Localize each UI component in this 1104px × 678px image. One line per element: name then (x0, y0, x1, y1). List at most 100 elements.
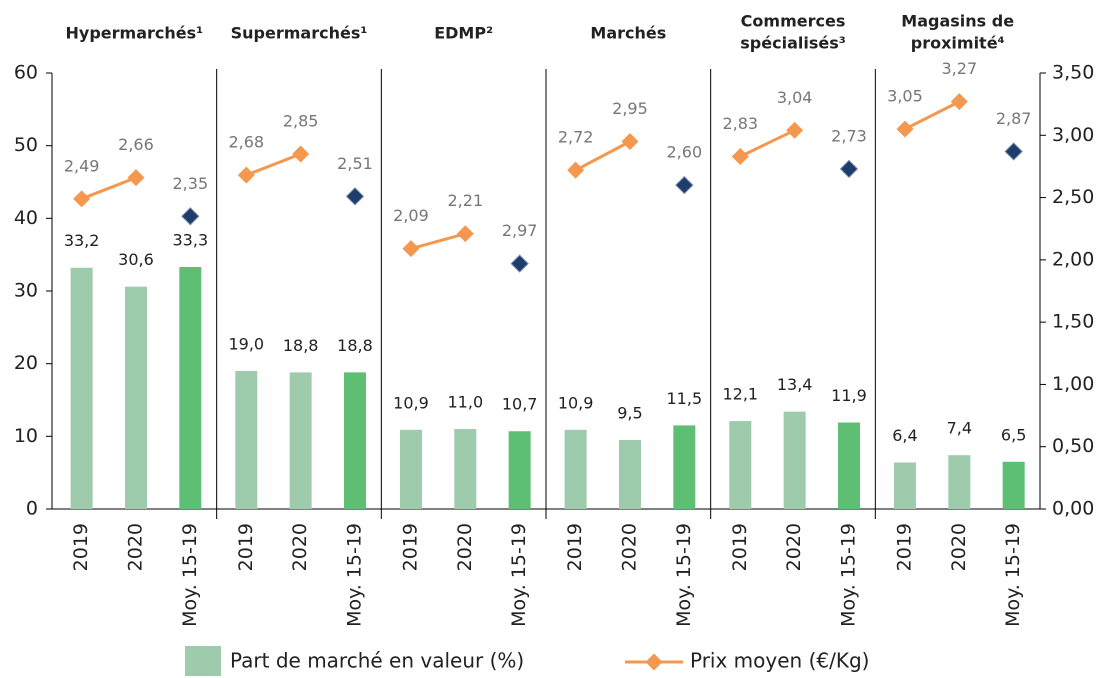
legend-label: Part de marché en valeur (%) (230, 649, 524, 673)
price-marker (950, 93, 968, 111)
legend-marker (645, 653, 663, 671)
group-title: Magasins de (901, 12, 1014, 31)
bar (618, 439, 641, 509)
price-label: 3,04 (777, 88, 813, 107)
legend-swatch (185, 646, 221, 676)
bar (948, 455, 971, 509)
x-tick-label: 2019 (564, 523, 586, 571)
price-line (81, 176, 137, 201)
bar (837, 422, 860, 509)
bar (399, 429, 422, 509)
x-tick-label: Moy. 15-19 (837, 523, 859, 627)
price-line (410, 232, 466, 251)
price-marker (786, 121, 804, 139)
legend-label: Prix moyen (€/Kg) (690, 649, 869, 673)
average-price-marker (1004, 142, 1023, 161)
price-line (904, 100, 960, 131)
y-tick-label: 60 (14, 62, 38, 84)
bar (179, 267, 202, 509)
bar (289, 372, 312, 509)
bar (454, 429, 477, 509)
price-marker (456, 225, 474, 243)
x-tick-label: Moy. 15-19 (1002, 523, 1024, 627)
x-tick-label: Moy. 15-19 (179, 523, 201, 627)
bar-label: 18,8 (337, 336, 373, 355)
group-title: Commerces (741, 12, 846, 31)
y-tick-label: 20 (14, 352, 38, 374)
bar-label: 33,3 (173, 231, 209, 250)
price-label: 2,87 (996, 109, 1032, 128)
y2-tick-label: 2,00 (1052, 248, 1094, 270)
price-label: 2,66 (118, 135, 154, 154)
bar (564, 429, 587, 509)
y-tick-label: 10 (14, 425, 38, 447)
price-label: 2,83 (722, 114, 758, 133)
price-marker (402, 240, 420, 258)
group-title: EDMP² (434, 24, 493, 43)
group-title: spécialisés³ (740, 34, 845, 53)
bar-label: 9,5 (617, 403, 642, 422)
price-label: 2,21 (448, 191, 484, 210)
bar (893, 462, 916, 509)
bar-label: 11,9 (831, 386, 867, 405)
bar (729, 421, 752, 509)
bar-label: 18,8 (283, 336, 319, 355)
price-label: 2,51 (337, 154, 373, 173)
price-label: 2,49 (64, 156, 100, 175)
bar-label: 10,7 (502, 395, 538, 414)
y2-tick-label: 1,50 (1052, 311, 1094, 333)
price-line (245, 152, 302, 177)
bar-label: 10,9 (393, 393, 429, 412)
price-label: 2,95 (612, 99, 648, 118)
y2-tick-label: 0,00 (1052, 498, 1094, 520)
bar-label: 19,0 (228, 334, 264, 353)
average-price-marker (345, 187, 365, 206)
price-label: 2,60 (667, 143, 703, 162)
x-tick-label: Moy. 15-19 (508, 523, 530, 627)
bar-label: 12,1 (722, 385, 758, 404)
y2-tick-label: 3,50 (1052, 62, 1094, 84)
price-label: 2,72 (558, 128, 594, 147)
price-marker (73, 190, 91, 208)
x-tick-label: Moy. 15-19 (673, 523, 695, 627)
average-price-marker (839, 159, 859, 179)
bar-label: 6,4 (892, 426, 917, 445)
x-tick-label: 2020 (289, 523, 311, 571)
bar-label: 6,5 (1001, 425, 1026, 444)
y-tick-label: 40 (14, 207, 38, 229)
price-label: 2,68 (228, 133, 264, 152)
bar-label: 33,2 (64, 231, 100, 250)
x-tick-label: 2019 (399, 523, 421, 571)
bar-label: 11,5 (667, 389, 703, 408)
bar-label: 11,0 (448, 393, 484, 412)
bar (343, 372, 366, 509)
price-label: 2,35 (173, 174, 209, 193)
group-title: Supermarchés¹ (231, 24, 368, 43)
group-title: proximité⁴ (911, 34, 1005, 53)
price-label: 2,97 (502, 221, 538, 240)
price-marker (127, 169, 145, 187)
x-tick-label: 2020 (124, 523, 146, 571)
bar (70, 267, 93, 509)
x-tick-label: 2019 (729, 523, 751, 571)
x-tick-label: 2020 (783, 523, 805, 571)
bar-label: 10,9 (558, 393, 594, 412)
price-label: 2,85 (283, 111, 319, 130)
bar (508, 431, 531, 509)
price-marker (567, 161, 585, 179)
bar-label: 7,4 (947, 419, 972, 438)
price-line (574, 140, 631, 172)
bar (673, 425, 696, 509)
price-marker (731, 147, 749, 165)
x-tick-label: 2019 (70, 523, 92, 571)
x-tick-label: 2020 (948, 523, 970, 571)
group-title: Marchés (590, 24, 666, 43)
price-marker (292, 145, 310, 163)
y-tick-label: 0 (26, 498, 38, 520)
y2-tick-label: 3,00 (1052, 124, 1094, 146)
x-tick-label: 2019 (893, 523, 915, 571)
price-line (739, 128, 796, 158)
average-price-marker (675, 175, 694, 195)
bar-label: 30,6 (118, 250, 154, 269)
